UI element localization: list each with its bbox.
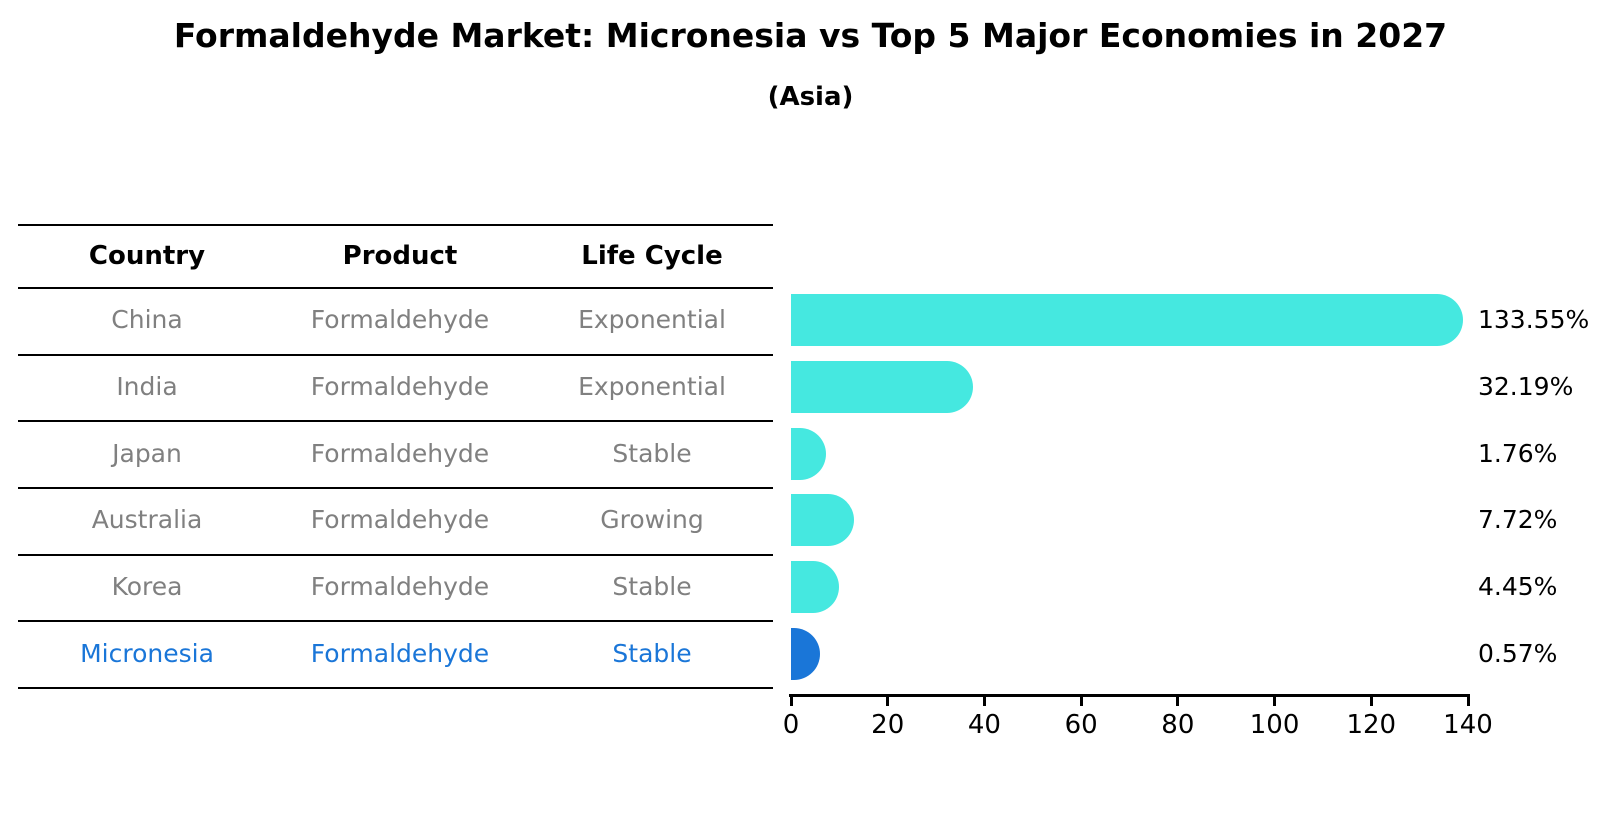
cell-product: Formaldehyde bbox=[310, 638, 490, 668]
x-axis-line bbox=[789, 694, 1470, 697]
chart-subtitle: (Asia) bbox=[767, 82, 854, 112]
table-rule bbox=[18, 687, 773, 690]
x-axis-ticklabel: 120 bbox=[1346, 710, 1397, 740]
cell-country: Australia bbox=[91, 505, 203, 535]
x-axis-tick bbox=[886, 697, 890, 706]
bar-japan bbox=[791, 427, 826, 480]
cell-life-cycle: Stable bbox=[612, 572, 692, 601]
table-rule bbox=[18, 420, 773, 423]
cell-country: Micronesia bbox=[80, 638, 214, 668]
cell-life-cycle: Exponential bbox=[578, 305, 726, 335]
bar-india bbox=[791, 361, 973, 413]
x-axis-ticklabel: 100 bbox=[1249, 710, 1300, 740]
x-axis-tick bbox=[789, 697, 793, 706]
bar-value-label: 7.72% bbox=[1478, 505, 1558, 535]
table-header-product: Product bbox=[342, 241, 458, 271]
table-header-life-cycle: Life Cycle bbox=[581, 241, 723, 271]
cell-country: Japan bbox=[112, 438, 182, 468]
table-rule bbox=[18, 487, 773, 489]
x-axis-ticklabel: 140 bbox=[1443, 710, 1493, 740]
x-axis-tick bbox=[1273, 697, 1277, 706]
table-rule bbox=[18, 620, 773, 623]
cell-life-cycle: Growing bbox=[600, 505, 704, 535]
bar-china bbox=[791, 294, 1463, 347]
x-axis-ticklabel: 20 bbox=[871, 710, 905, 740]
cell-product: Formaldehyde bbox=[310, 572, 490, 601]
bar-korea bbox=[791, 561, 839, 613]
x-axis-ticklabel: 40 bbox=[967, 710, 1001, 740]
x-axis-ticklabel: 80 bbox=[1161, 710, 1195, 740]
cell-life-cycle: Stable bbox=[612, 638, 692, 668]
cell-life-cycle: Exponential bbox=[578, 372, 726, 401]
x-axis-ticklabel: 0 bbox=[782, 710, 800, 740]
cell-country: Korea bbox=[111, 572, 183, 601]
table-rule bbox=[18, 553, 773, 556]
table-rule bbox=[18, 287, 773, 289]
x-axis-tick bbox=[1466, 697, 1470, 706]
bar-value-label: 0.57% bbox=[1478, 638, 1558, 668]
cell-product: Formaldehyde bbox=[310, 372, 490, 401]
cell-product: Formaldehyde bbox=[310, 438, 490, 468]
x-axis-tick bbox=[1079, 697, 1083, 706]
bar-australia bbox=[791, 494, 854, 547]
x-axis-ticklabel: 60 bbox=[1064, 710, 1098, 740]
cell-life-cycle: Stable bbox=[612, 438, 692, 468]
table-header-country: Country bbox=[88, 241, 206, 271]
cell-country: India bbox=[116, 372, 178, 401]
x-axis-tick bbox=[982, 697, 986, 706]
bar-value-label: 1.76% bbox=[1478, 438, 1558, 468]
bar-micronesia bbox=[791, 627, 820, 680]
table-rule bbox=[18, 224, 773, 226]
bar-value-label: 32.19% bbox=[1478, 372, 1574, 401]
cell-product: Formaldehyde bbox=[310, 505, 490, 535]
x-axis-tick bbox=[1176, 697, 1180, 706]
bar-value-label: 133.55% bbox=[1478, 305, 1590, 335]
x-axis-tick bbox=[1369, 697, 1373, 706]
cell-country: China bbox=[111, 305, 183, 335]
table-rule bbox=[18, 353, 773, 356]
bar-value-label: 4.45% bbox=[1478, 572, 1558, 601]
cell-product: Formaldehyde bbox=[310, 305, 490, 335]
chart-title: Formaldehyde Market: Micronesia vs Top 5… bbox=[173, 16, 1448, 55]
